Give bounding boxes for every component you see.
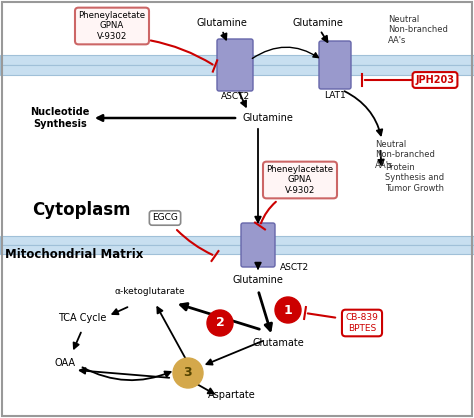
Text: OAA: OAA [55, 358, 75, 368]
Text: Glutamine: Glutamine [197, 18, 247, 28]
FancyBboxPatch shape [0, 245, 474, 253]
Text: Mitochondrial Matrix: Mitochondrial Matrix [5, 248, 143, 262]
Circle shape [275, 297, 301, 323]
Text: Glutamine: Glutamine [243, 113, 294, 123]
Circle shape [207, 310, 233, 336]
Text: ASCT2: ASCT2 [280, 263, 309, 272]
Text: Neutral
Non-branched
AA's: Neutral Non-branched AA's [375, 140, 435, 170]
Text: EGCG: EGCG [152, 214, 178, 222]
Text: α-ketoglutarate: α-ketoglutarate [115, 287, 185, 296]
Text: 1: 1 [283, 303, 292, 316]
Text: Glutamate: Glutamate [252, 338, 304, 348]
FancyBboxPatch shape [217, 39, 253, 91]
Text: LAT1: LAT1 [324, 91, 346, 100]
Text: Neutral
Non-branched
AA's: Neutral Non-branched AA's [388, 15, 448, 45]
Circle shape [173, 358, 203, 388]
Text: Aspartate: Aspartate [208, 390, 256, 400]
Text: Glutamine: Glutamine [292, 18, 344, 28]
FancyBboxPatch shape [319, 41, 351, 89]
Text: CB-839
BPTES: CB-839 BPTES [346, 314, 378, 333]
Text: Pheneylacetate
GPNA
V-9302: Pheneylacetate GPNA V-9302 [266, 165, 334, 195]
FancyBboxPatch shape [0, 55, 474, 65]
Text: ASCT2: ASCT2 [220, 92, 250, 101]
Text: 2: 2 [216, 316, 224, 329]
Text: Pheneylacetate
GPNA
V-9302: Pheneylacetate GPNA V-9302 [78, 11, 146, 41]
Text: JPH203: JPH203 [416, 75, 455, 85]
Text: Protein
Synthesis and
Tumor Growth: Protein Synthesis and Tumor Growth [385, 163, 444, 193]
FancyBboxPatch shape [0, 65, 474, 75]
Text: Glutamine: Glutamine [233, 275, 283, 285]
FancyBboxPatch shape [0, 235, 474, 245]
Text: Cytoplasm: Cytoplasm [32, 201, 130, 219]
Text: Nucleotide
Synthesis: Nucleotide Synthesis [30, 107, 90, 129]
Text: 3: 3 [184, 367, 192, 380]
FancyBboxPatch shape [241, 223, 275, 267]
Text: TCA Cycle: TCA Cycle [58, 313, 106, 323]
